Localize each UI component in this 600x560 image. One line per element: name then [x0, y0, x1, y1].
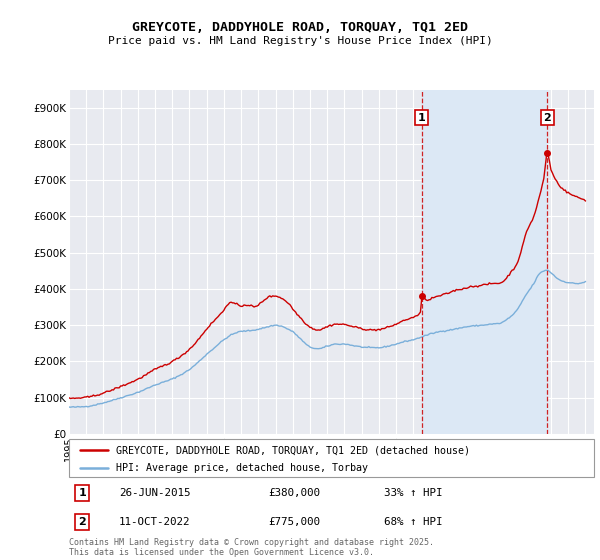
Text: 11-OCT-2022: 11-OCT-2022: [119, 517, 190, 527]
Text: 68% ↑ HPI: 68% ↑ HPI: [384, 517, 443, 527]
Text: GREYCOTE, DADDYHOLE ROAD, TORQUAY, TQ1 2ED: GREYCOTE, DADDYHOLE ROAD, TORQUAY, TQ1 2…: [132, 21, 468, 34]
Text: Contains HM Land Registry data © Crown copyright and database right 2025.
This d: Contains HM Land Registry data © Crown c…: [69, 538, 434, 557]
Bar: [422, 90, 547, 434]
Text: GREYCOTE, DADDYHOLE ROAD, TORQUAY, TQ1 2ED (detached house): GREYCOTE, DADDYHOLE ROAD, TORQUAY, TQ1 2…: [116, 445, 470, 455]
Text: £775,000: £775,000: [269, 517, 320, 527]
Text: 1: 1: [418, 113, 425, 123]
Text: 2: 2: [544, 113, 551, 123]
Text: 2: 2: [78, 517, 86, 527]
Text: 26-JUN-2015: 26-JUN-2015: [119, 488, 190, 498]
Text: Price paid vs. HM Land Registry's House Price Index (HPI): Price paid vs. HM Land Registry's House …: [107, 36, 493, 46]
Text: 1: 1: [78, 488, 86, 498]
FancyBboxPatch shape: [69, 439, 594, 477]
Text: HPI: Average price, detached house, Torbay: HPI: Average price, detached house, Torb…: [116, 463, 368, 473]
Text: 33% ↑ HPI: 33% ↑ HPI: [384, 488, 443, 498]
Text: £380,000: £380,000: [269, 488, 320, 498]
